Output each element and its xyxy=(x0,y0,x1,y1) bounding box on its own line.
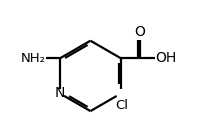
Text: N: N xyxy=(55,87,65,100)
Text: OH: OH xyxy=(155,51,177,65)
Text: O: O xyxy=(134,25,145,39)
Text: NH₂: NH₂ xyxy=(21,52,45,65)
Text: Cl: Cl xyxy=(115,99,128,112)
